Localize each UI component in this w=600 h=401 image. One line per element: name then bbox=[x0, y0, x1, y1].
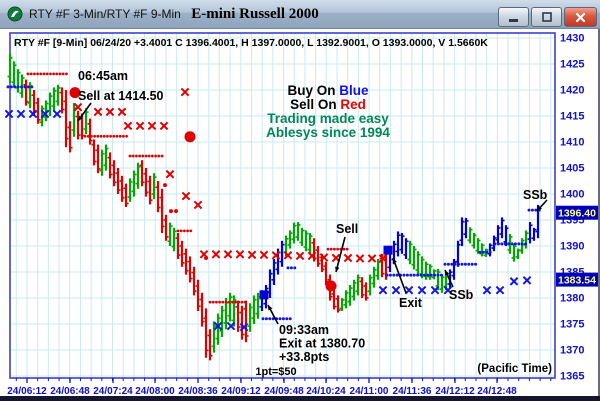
price-boxes: 1396.40 1383.54 bbox=[556, 205, 599, 287]
blue-ssb-dotted-lines bbox=[6, 85, 541, 321]
annotation-exit-0933: 09:33am bbox=[279, 323, 329, 337]
red-x-markers bbox=[73, 87, 388, 263]
trade-signals bbox=[69, 87, 393, 300]
x-axis-label: 24/11:00 bbox=[350, 386, 389, 397]
annotation-exit-0933: Exit at 1380.70 bbox=[279, 337, 365, 351]
timezone-note: (Pacific Time) bbox=[477, 363, 552, 375]
y-axis-label: 1405 bbox=[560, 163, 584, 175]
quote-info-line: RTY #F [9-Min] 06/24/20 +3.4001 C 1396.4… bbox=[14, 37, 488, 49]
y-axis-label: 1390 bbox=[560, 241, 584, 253]
y-axis-label: 1370 bbox=[560, 345, 584, 357]
x-axis-label: 24/12:48 bbox=[477, 386, 517, 397]
blue-x-markers bbox=[4, 109, 532, 332]
x-axis-label: 24/06:48 bbox=[50, 386, 90, 397]
x-axis-label: 24/06:12 bbox=[7, 386, 47, 397]
y-axis-label: 1410 bbox=[560, 137, 584, 149]
minimize-button[interactable] bbox=[498, 7, 529, 27]
watermark-line-2: Sell On Red bbox=[290, 97, 366, 112]
red-stop-dotted-lines bbox=[26, 72, 349, 304]
watermark-line-3: Trading made easy bbox=[267, 111, 389, 126]
footnotes: 1pt=$50 (Pacific Time) bbox=[255, 363, 552, 378]
y-axis-label: 1425 bbox=[560, 59, 584, 71]
app-logo-icon bbox=[7, 6, 23, 22]
watermark-text: Buy On Blue Sell On Red Trading made eas… bbox=[208, 84, 448, 140]
window-right-edge bbox=[598, 28, 600, 396]
plot-border bbox=[9, 32, 556, 379]
close-icon bbox=[575, 12, 586, 22]
chart-title: E-mini Russell 2000 bbox=[191, 5, 319, 22]
last-price-box bbox=[556, 205, 599, 220]
x-axis-label: 24/07:24 bbox=[93, 386, 133, 397]
y-axis-label: 1415 bbox=[560, 111, 584, 123]
price-bars bbox=[7, 53, 541, 361]
y-axis-label: 1380 bbox=[560, 293, 584, 305]
sell-signal-dot bbox=[69, 87, 81, 99]
sell-signal-dot bbox=[325, 280, 337, 292]
x-axis-label: 24/12:12 bbox=[435, 386, 475, 397]
window-title: RTY #F 3-Min/RTY #F 9-Min bbox=[29, 7, 181, 21]
x-axis-label: 24/09:48 bbox=[264, 386, 304, 397]
minimize-icon bbox=[508, 18, 518, 22]
buy-signal-square bbox=[259, 290, 269, 300]
maximize-button[interactable] bbox=[531, 7, 562, 27]
y-axis-label: 1400 bbox=[560, 189, 584, 201]
annotation-ssb-top: SSb bbox=[523, 188, 548, 202]
annotation-sell-0645: 06:45am bbox=[78, 69, 128, 83]
last-price-box bbox=[556, 272, 599, 287]
x-axis-label: 24/09:12 bbox=[221, 386, 261, 397]
annotation-sell-mid: Sell bbox=[336, 222, 358, 236]
x-axis-label: 24/08:36 bbox=[178, 386, 218, 397]
grid-lines bbox=[10, 33, 555, 378]
x-axis-label: 24/10:24 bbox=[306, 386, 346, 397]
y-axis-label: 1375 bbox=[560, 319, 584, 331]
close-button[interactable] bbox=[564, 7, 597, 27]
sell-signal-dot bbox=[184, 131, 196, 143]
watermark-line-1: Buy On Blue bbox=[287, 83, 369, 98]
x-axis-label: 24/11:36 bbox=[393, 386, 432, 397]
last-price-value: 1396.40 bbox=[558, 208, 596, 220]
y-axis-label: 1420 bbox=[560, 85, 584, 97]
x-axis-label: 24/08:00 bbox=[135, 386, 175, 397]
window-bottom-edge bbox=[0, 396, 600, 401]
y-axis: 1430142514201415141014051400139513901385… bbox=[560, 33, 584, 383]
annotation-exit-0933: +33.8pts bbox=[279, 350, 329, 364]
y-axis-label: 1430 bbox=[560, 33, 584, 45]
maximize-icon bbox=[541, 12, 552, 22]
annotation-ssb-right: SSb bbox=[449, 288, 474, 302]
y-axis-label: 1365 bbox=[560, 371, 584, 383]
annotation-sell-0645: Sell at 1414.50 bbox=[78, 89, 164, 103]
title-bar[interactable]: RTY #F 3-Min/RTY #F 9-Min E-mini Russell… bbox=[0, 0, 600, 29]
watermark-line-4: Ablesys since 1994 bbox=[266, 125, 390, 140]
annotation-exit-right: Exit bbox=[399, 296, 423, 310]
point-value-note: 1pt=$50 bbox=[255, 366, 296, 378]
buy-signal-square bbox=[383, 245, 393, 255]
x-axis: 24/06:12 24/06:48 24/07:24 24/08:00 24/08:36… bbox=[7, 378, 552, 397]
last-price-value: 1383.54 bbox=[558, 275, 596, 287]
